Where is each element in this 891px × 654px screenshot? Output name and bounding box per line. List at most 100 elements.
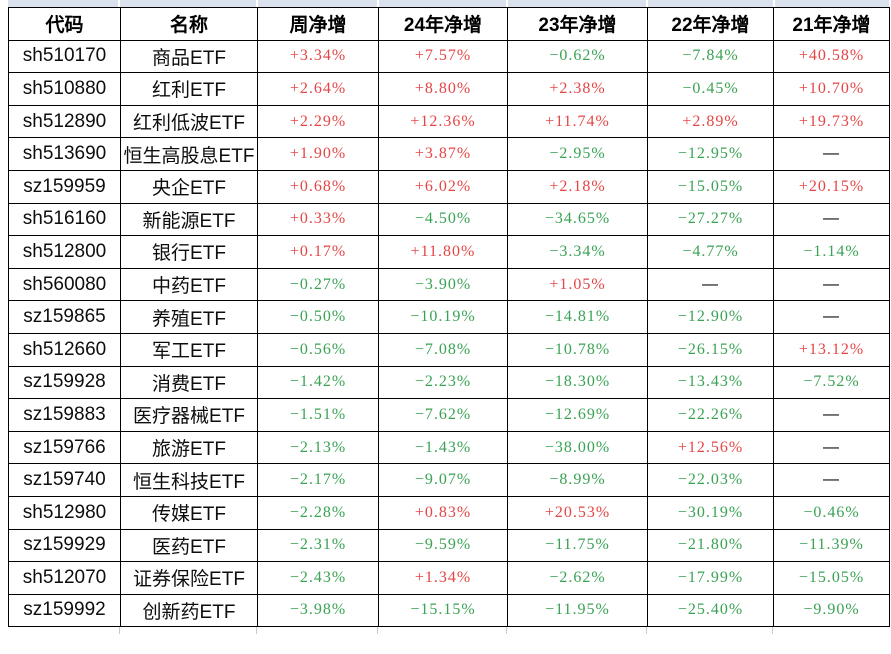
table-row: sh560080 中药ETF −0.27% −3.90% +1.05% — — [8,267,890,302]
etf-code: sz159883 [8,398,121,432]
etf-name: 央企ETF [120,169,258,204]
etf-name: 传媒ETF [120,495,258,530]
value-cell: — [773,300,890,334]
strip-segment [257,0,377,7]
value-cell: +6.02% [378,169,508,204]
value-cell: +0.68% [257,169,379,204]
strip-segment [257,627,378,635]
value-cell: −0.62% [507,39,648,74]
table-body: sh510170 商品ETF +3.34% +7.57% −0.62% −7.84% +40… [8,39,890,628]
etf-name: 军工ETF [120,332,258,367]
etf-code: sz159865 [8,300,121,334]
strip-segment [378,0,507,7]
strip-segment [647,627,773,635]
value-cell: −9.90% [773,593,890,628]
value-cell: −11.95% [507,593,648,628]
etf-name: 红利低波ETF [120,104,258,139]
value-cell: +1.90% [257,137,379,171]
value-cell: −1.14% [773,235,890,269]
etf-name: 养殖ETF [120,300,258,334]
etf-performance-table: 代码 名称 周净增 24年净增 23年净增 22年净增 21年净增 sh5101… [8,7,890,628]
etf-name: 恒生科技ETF [120,463,258,497]
value-cell: −1.43% [378,430,508,465]
value-cell: +12.36% [378,104,508,139]
strip-segment [8,0,119,7]
etf-code: sh512660 [8,332,121,367]
etf-name: 中药ETF [120,267,258,302]
table-row: sz159883 医疗器械ETF −1.51% −7.62% −12.69% −22.26… [8,398,890,432]
table-row: sh513690 恒生高股息ETF +1.90% +3.87% −2.95% −12.95… [8,137,890,171]
etf-code: sh513690 [8,137,121,171]
value-cell: −3.34% [507,235,648,269]
strip-segment [774,0,890,7]
value-cell: −2.28% [257,495,379,530]
table-row: sh510170 商品ETF +3.34% +7.57% −0.62% −7.84% +40… [8,39,890,74]
value-cell: +11.80% [378,235,508,269]
value-cell: +2.29% [257,104,379,139]
table-row: sh516160 新能源ETF +0.33% −4.50% −34.65% −27.27%… [8,202,890,237]
value-cell: +0.33% [257,202,379,237]
value-cell: −18.30% [507,365,648,400]
table-row: sz159740 恒生科技ETF −2.17% −9.07% −8.99% −22.03%… [8,463,890,497]
value-cell: −15.15% [378,593,508,628]
value-cell: −7.52% [773,365,890,400]
value-cell: −38.00% [507,430,648,465]
strip-segment [378,627,507,635]
table-row: sz159992 创新药ETF −3.98% −15.15% −11.95% −25.40… [8,593,890,628]
table-row: sz159959 央企ETF +0.68% +6.02% +2.18% −15.05% +2… [8,169,890,204]
value-cell: +2.89% [647,104,774,139]
value-cell: +3.34% [257,39,379,74]
header-row: 代码 名称 周净增 24年净增 23年净增 22年净增 21年净增 [8,7,890,41]
table-row: sh512890 红利低波ETF +2.29% +12.36% +11.74% +2.89… [8,104,890,139]
etf-name: 恒生高股息ETF [120,137,258,171]
value-cell: −0.45% [647,72,774,106]
table-row: sz159865 养殖ETF −0.50% −10.19% −14.81% −12.90%… [8,300,890,334]
value-cell: +13.12% [773,332,890,367]
col-header-2024-gain: 24年净增 [378,7,508,41]
value-cell: −4.50% [378,202,508,237]
etf-code: sh512980 [8,495,121,530]
value-cell: −1.51% [257,398,379,432]
value-cell: +10.70% [773,72,890,106]
etf-name: 消费ETF [120,365,258,400]
sheet-bottom-strip [8,627,889,635]
value-cell: −34.65% [507,202,648,237]
table-row: sz159929 医药ETF −2.31% −9.59% −11.75% −21.80% −… [8,528,890,563]
value-cell: −22.26% [647,398,774,432]
value-cell: +3.87% [378,137,508,171]
value-cell: −0.27% [257,267,379,302]
value-cell: +2.64% [257,72,379,106]
value-cell: −4.77% [647,235,774,269]
value-cell: +40.58% [773,39,890,74]
etf-name: 医疗器械ETF [120,398,258,432]
etf-name: 红利ETF [120,72,258,106]
value-cell: +19.73% [773,104,890,139]
etf-code: sh512800 [8,235,121,269]
col-header-2021-gain: 21年净增 [773,7,890,41]
value-cell: +1.34% [378,561,508,595]
value-cell: −8.99% [507,463,648,497]
strip-segment [648,0,773,7]
strip-segment [773,627,889,635]
strip-segment [8,627,120,635]
value-cell: +11.74% [507,104,648,139]
value-cell: −21.80% [647,528,774,563]
etf-code: sz159766 [8,430,121,465]
value-cell: — [773,202,890,237]
value-cell: −2.95% [507,137,648,171]
value-cell: +2.38% [507,72,648,106]
value-cell: −15.05% [773,561,890,595]
table-row: sz159766 旅游ETF −2.13% −1.43% −38.00% +12.56% — [8,430,890,465]
value-cell: — [773,463,890,497]
value-cell: −22.03% [647,463,774,497]
value-cell: +12.56% [647,430,774,465]
value-cell: −0.50% [257,300,379,334]
value-cell: — [773,267,890,302]
value-cell: +8.80% [378,72,508,106]
value-cell: −10.19% [378,300,508,334]
value-cell: +7.57% [378,39,508,74]
strip-segment [120,0,256,7]
value-cell: −14.81% [507,300,648,334]
etf-name: 医药ETF [120,528,258,563]
